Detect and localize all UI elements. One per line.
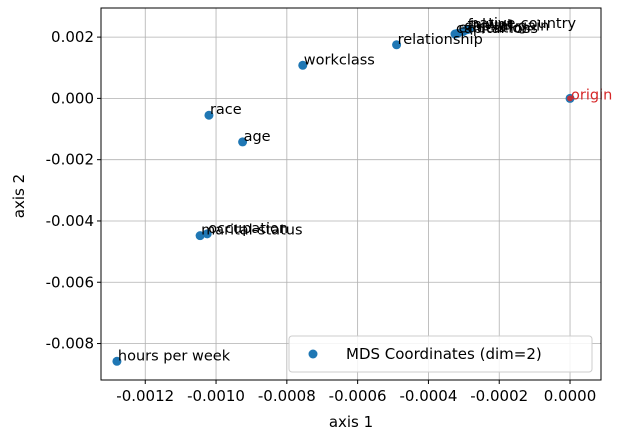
scatter-point (112, 356, 122, 366)
origin-label: origin (571, 87, 612, 103)
point-label: marital-status (201, 223, 302, 239)
x-tick-label: -0.0006 (329, 387, 387, 405)
x-tick-label: -0.0012 (116, 387, 174, 405)
point-label: race (210, 102, 242, 118)
point-label: relationship (398, 32, 483, 48)
y-tick-label: 0.000 (51, 89, 94, 107)
legend-marker-icon (308, 349, 318, 359)
x-axis-label: axis 1 (329, 413, 373, 431)
point-label: occupation (208, 221, 288, 237)
data-points (112, 24, 575, 366)
point-labels: native-countrycapital-gainfnlwgteducatio… (118, 16, 612, 364)
point-label: workclass (304, 52, 375, 68)
scatter-point (462, 25, 472, 35)
x-tick-label: -0.0002 (470, 387, 528, 405)
scatter-point (202, 229, 212, 239)
plot-frame (100, 7, 602, 381)
x-tick-label: -0.0010 (187, 387, 245, 405)
scatter-point (204, 110, 214, 120)
y-tick-label: -0.002 (46, 151, 94, 169)
origin-marker (567, 95, 574, 102)
legend-box (288, 335, 593, 373)
x-tick-label: 0.0000 (544, 387, 597, 405)
scatter-point (298, 60, 308, 70)
legend: MDS Coordinates (dim=2) (288, 335, 593, 373)
point-label: hours per week (118, 348, 231, 364)
scatter-point (450, 29, 460, 39)
y-axis-label: axis 2 (10, 174, 28, 218)
scatter-point (392, 40, 402, 50)
point-label: native-country (470, 16, 576, 32)
x-tick-label: -0.0004 (399, 387, 457, 405)
point-label: age (244, 129, 271, 145)
y-tick-label: -0.004 (46, 212, 94, 230)
point-label: capital-loss (456, 21, 538, 37)
x-tick-label: -0.0008 (258, 387, 316, 405)
point-label: education (458, 20, 530, 36)
tick-marks: -0.0012 -0.0010 -0.0008 -0.0006 -0.0004 -0.00… (46, 28, 597, 405)
legend-label: MDS Coordinates (dim=2) (346, 345, 542, 363)
scatter-point (238, 137, 248, 147)
grid-lines (101, 8, 601, 380)
y-tick-label: -0.006 (46, 273, 94, 291)
scatter-point (195, 231, 205, 241)
point-label: capital-gain (464, 19, 549, 35)
point-label: fnlwgt (468, 17, 513, 33)
y-tick-label: 0.002 (51, 28, 94, 46)
y-tick-label: -0.008 (46, 335, 94, 353)
